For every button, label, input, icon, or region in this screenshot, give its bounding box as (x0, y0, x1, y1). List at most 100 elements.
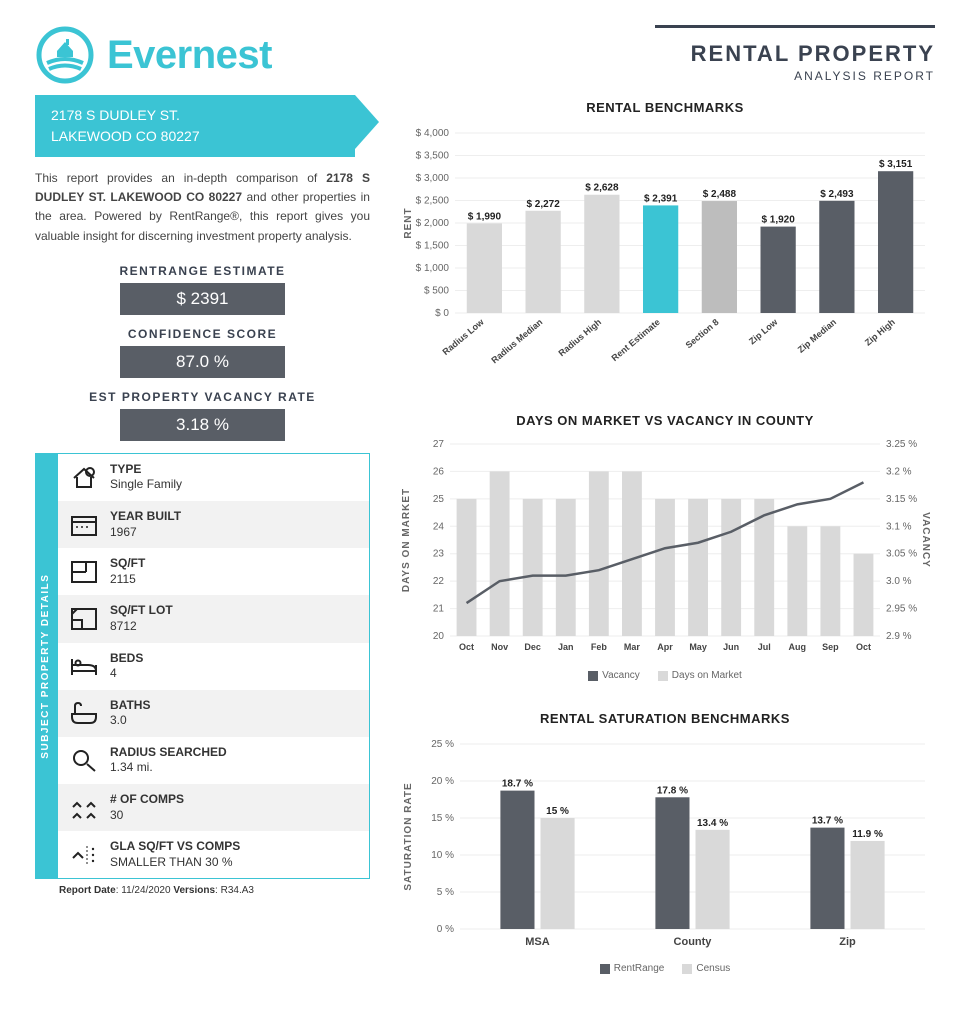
svg-text:Apr: Apr (657, 642, 673, 652)
svg-text:$ 3,000: $ 3,000 (416, 173, 450, 184)
address-banner: 2178 S DUDLEY ST. LAKEWOOD CO 80227 (35, 95, 355, 157)
search-icon (68, 747, 100, 773)
detail-row: YEAR BUILT1967 (58, 501, 369, 548)
svg-text:DAYS ON MARKET: DAYS ON MARKET (401, 488, 412, 592)
svg-text:3.15 %: 3.15 % (886, 494, 917, 505)
svg-text:3.2 %: 3.2 % (886, 466, 912, 477)
svg-text:20: 20 (433, 631, 445, 642)
metric: EST PROPERTY VACANCY RATE3.18 % (35, 390, 370, 441)
lot-icon (68, 606, 100, 632)
svg-text:13.7 %: 13.7 % (812, 816, 843, 827)
svg-text:Radius High: Radius High (557, 317, 604, 358)
svg-text:Aug: Aug (789, 642, 807, 652)
svg-text:$ 3,500: $ 3,500 (416, 151, 450, 162)
detail-row: TYPESingle Family (58, 454, 369, 501)
report-title: RENTAL PROPERTY (655, 41, 935, 67)
logo: Evernest (35, 25, 272, 85)
svg-text:$ 4,000: $ 4,000 (416, 128, 450, 139)
svg-text:24: 24 (433, 521, 445, 532)
svg-text:VACANCY: VACANCY (920, 512, 931, 568)
address-line2: LAKEWOOD CO 80227 (51, 126, 339, 147)
svg-text:Section 8: Section 8 (684, 317, 721, 350)
svg-text:Jun: Jun (723, 642, 739, 652)
svg-text:15 %: 15 % (431, 813, 454, 824)
svg-text:Mar: Mar (624, 642, 641, 652)
svg-text:$ 2,000: $ 2,000 (416, 218, 450, 229)
svg-text:$ 500: $ 500 (424, 286, 449, 297)
svg-text:Jan: Jan (558, 642, 574, 652)
svg-text:2.9 %: 2.9 % (886, 631, 912, 642)
intro-text: This report provides an in-depth compari… (35, 169, 370, 246)
calendar-icon (68, 512, 100, 538)
svg-text:15 %: 15 % (546, 806, 569, 817)
svg-text:RENT: RENT (403, 207, 414, 238)
svg-text:SATURATION RATE: SATURATION RATE (403, 782, 414, 890)
svg-text:$ 3,151: $ 3,151 (879, 159, 913, 170)
svg-text:$ 2,272: $ 2,272 (526, 199, 560, 210)
detail-row: GLA SQ/FT VS COMPSSMALLER THAN 30 % (58, 831, 369, 878)
detail-row: BATHS3.0 (58, 690, 369, 737)
logo-icon (35, 25, 95, 85)
chart-rental-benchmarks: RENTAL BENCHMARKS $ 0$ 500$ 1,000$ 1,500… (395, 100, 935, 383)
svg-text:$ 1,990: $ 1,990 (468, 211, 502, 222)
svg-text:$ 1,500: $ 1,500 (416, 241, 450, 252)
report-subtitle: ANALYSIS REPORT (655, 69, 935, 83)
report-meta: Report Date: 11/24/2020 Versions: R34.A3 (35, 879, 370, 902)
svg-text:Rent Estimate: Rent Estimate (609, 317, 661, 363)
svg-text:3.25 %: 3.25 % (886, 439, 917, 450)
svg-text:5 %: 5 % (437, 887, 454, 898)
svg-text:May: May (689, 642, 707, 652)
svg-text:$ 2,500: $ 2,500 (416, 196, 450, 207)
svg-text:10 %: 10 % (431, 850, 454, 861)
floorplan-icon (68, 559, 100, 585)
chart-days-vs-vacancy: DAYS ON MARKET VS VACANCY IN COUNTY 2021… (395, 413, 935, 681)
bath-icon (68, 700, 100, 726)
report-title-block: RENTAL PROPERTY ANALYSIS REPORT (655, 25, 935, 83)
svg-text:2.95 %: 2.95 % (886, 604, 917, 615)
svg-text:Zip Median: Zip Median (796, 317, 838, 355)
metric: CONFIDENCE SCORE87.0 % (35, 327, 370, 378)
svg-text:27: 27 (433, 439, 445, 450)
detail-row: SQ/FT LOT8712 (58, 595, 369, 642)
svg-text:Dec: Dec (524, 642, 541, 652)
svg-text:3.1 %: 3.1 % (886, 521, 912, 532)
svg-text:Jul: Jul (758, 642, 771, 652)
detail-row: # OF COMPS30 (58, 784, 369, 831)
svg-text:25 %: 25 % (431, 739, 454, 750)
svg-text:25: 25 (433, 494, 445, 505)
svg-text:11.9 %: 11.9 % (852, 829, 883, 840)
address-line1: 2178 S DUDLEY ST. (51, 105, 339, 126)
house-icon (68, 464, 100, 490)
comps-icon (68, 795, 100, 821)
svg-text:Nov: Nov (491, 642, 508, 652)
svg-text:$ 2,628: $ 2,628 (585, 183, 619, 194)
svg-text:MSA: MSA (525, 936, 550, 948)
svg-text:0 %: 0 % (437, 924, 454, 935)
svg-text:Radius Low: Radius Low (441, 316, 487, 357)
svg-text:$ 2,493: $ 2,493 (820, 189, 854, 200)
svg-text:17.8 %: 17.8 % (657, 785, 688, 796)
svg-text:Zip: Zip (839, 936, 856, 948)
svg-text:13.4 %: 13.4 % (697, 818, 728, 829)
svg-text:$ 1,920: $ 1,920 (761, 215, 795, 226)
svg-text:$ 2,488: $ 2,488 (703, 189, 737, 200)
detail-row: RADIUS SEARCHED1.34 mi. (58, 737, 369, 784)
svg-text:3.0 %: 3.0 % (886, 576, 912, 587)
svg-text:22: 22 (433, 576, 445, 587)
metric: RENTRANGE ESTIMATE$ 2391 (35, 264, 370, 315)
svg-text:$ 2,391: $ 2,391 (644, 193, 678, 204)
svg-text:3.05 %: 3.05 % (886, 549, 917, 560)
svg-text:23: 23 (433, 549, 445, 560)
logo-text: Evernest (107, 33, 272, 78)
svg-text:21: 21 (433, 604, 445, 615)
bed-icon (68, 653, 100, 679)
details-sidebar-label: SUBJECT PROPERTY DETAILS (36, 454, 58, 879)
compare-icon (68, 842, 100, 868)
svg-text:Oct: Oct (459, 642, 474, 652)
svg-text:County: County (674, 936, 713, 948)
svg-text:18.7 %: 18.7 % (502, 779, 533, 790)
svg-text:$ 1,000: $ 1,000 (416, 263, 450, 274)
chart-saturation: RENTAL SATURATION BENCHMARKS 0 %5 %10 %1… (395, 711, 935, 974)
property-details-panel: SUBJECT PROPERTY DETAILS TYPESingle Fami… (35, 453, 370, 880)
svg-text:20 %: 20 % (431, 776, 454, 787)
